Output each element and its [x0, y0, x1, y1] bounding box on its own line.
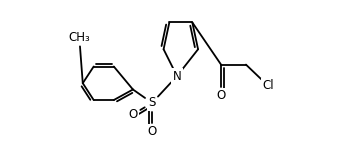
Text: CH₃: CH₃ [68, 31, 90, 44]
Text: O: O [128, 108, 138, 121]
Text: S: S [148, 96, 156, 109]
Text: Cl: Cl [262, 79, 274, 92]
Text: O: O [216, 89, 226, 102]
Text: N: N [173, 70, 181, 83]
Text: O: O [148, 125, 157, 138]
